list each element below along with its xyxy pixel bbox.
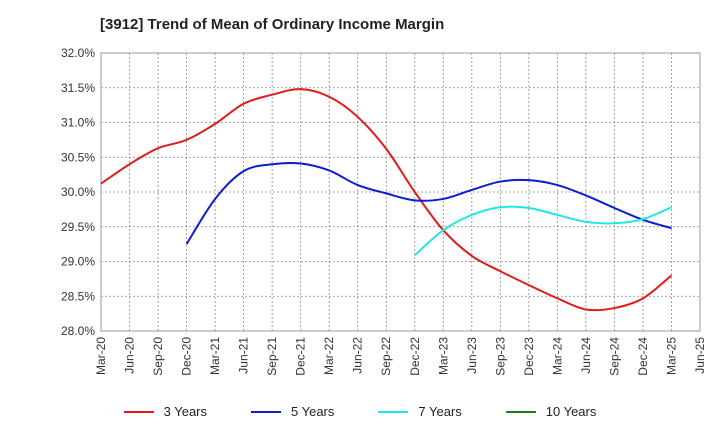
x-tick-label: Mar-25 (664, 337, 678, 375)
x-tick-label: Dec-21 (294, 337, 308, 376)
legend-label: 7 Years (418, 404, 462, 419)
x-tick-label: Mar-20 (94, 337, 108, 375)
legend-item-3-years: 3 Years (123, 404, 207, 419)
x-tick-label: Mar-21 (208, 337, 222, 375)
legend-item-10-years: 10 Years (505, 404, 597, 419)
x-tick-label: Dec-23 (522, 337, 536, 376)
x-axis-ticks: Mar-20 Jun-20 Sep-20 Dec-20 Mar-21 Jun-21 Sep-… (94, 337, 707, 376)
x-tick-label: Sep-24 (607, 337, 621, 376)
series-line-7-years (414, 205, 672, 256)
y-tick-label: 32.0% (61, 46, 95, 60)
y-tick-label: 30.0% (61, 185, 95, 199)
y-tick-label: 29.5% (61, 220, 95, 234)
legend-swatch (123, 410, 154, 413)
x-tick-label: Sep-23 (493, 337, 507, 376)
series-line-5-years (185, 161, 672, 245)
x-tick-label: Jun-21 (237, 337, 251, 374)
legend-swatch (251, 410, 281, 413)
x-tick-label: Dec-20 (180, 337, 194, 376)
legend-swatch (378, 410, 409, 413)
y-tick-label: 31.5% (61, 81, 95, 95)
x-tick-label: Sep-22 (379, 337, 393, 376)
y-axis-ticks: 28.0% 28.5% 29.0% 29.5% 30.0% 30.5% 31.0% 31.5%… (61, 46, 95, 338)
x-tick-label: Jun-20 (123, 337, 137, 374)
x-tick-label: Jun-22 (351, 337, 365, 374)
legend-item-7-years: 7 Years (378, 404, 462, 419)
y-tick-label: 28.0% (61, 324, 95, 338)
x-tick-label: Dec-24 (636, 337, 650, 376)
legend-label: 5 Years (291, 404, 335, 419)
series-line-3-years (100, 88, 673, 312)
x-tick-label: Sep-21 (265, 337, 279, 376)
legend-label: 3 Years (163, 404, 207, 419)
x-tick-label: Jun-25 (693, 337, 707, 374)
x-tick-label: Jun-24 (579, 337, 593, 374)
legend-item-5-years: 5 Years (251, 404, 334, 419)
x-tick-label: Jun-23 (465, 337, 479, 374)
y-tick-label: 30.5% (61, 150, 95, 164)
x-tick-label: Mar-24 (550, 337, 564, 375)
plot-area (100, 52, 701, 332)
legend: 3 Years 5 Years 7 Years 10 Years (0, 404, 720, 419)
x-tick-label: Mar-23 (436, 337, 450, 375)
x-tick-label: Dec-22 (408, 337, 422, 376)
chart-title: [3912] Trend of Mean of Ordinary Income … (100, 16, 445, 33)
x-tick-label: Mar-22 (322, 337, 336, 375)
legend-swatch (505, 410, 536, 413)
y-tick-label: 31.0% (61, 116, 95, 130)
y-tick-label: 29.0% (61, 255, 95, 269)
x-tick-label: Sep-20 (151, 337, 165, 376)
y-tick-label: 28.5% (61, 289, 95, 303)
legend-label: 10 Years (545, 404, 597, 419)
series-lines (100, 88, 673, 312)
